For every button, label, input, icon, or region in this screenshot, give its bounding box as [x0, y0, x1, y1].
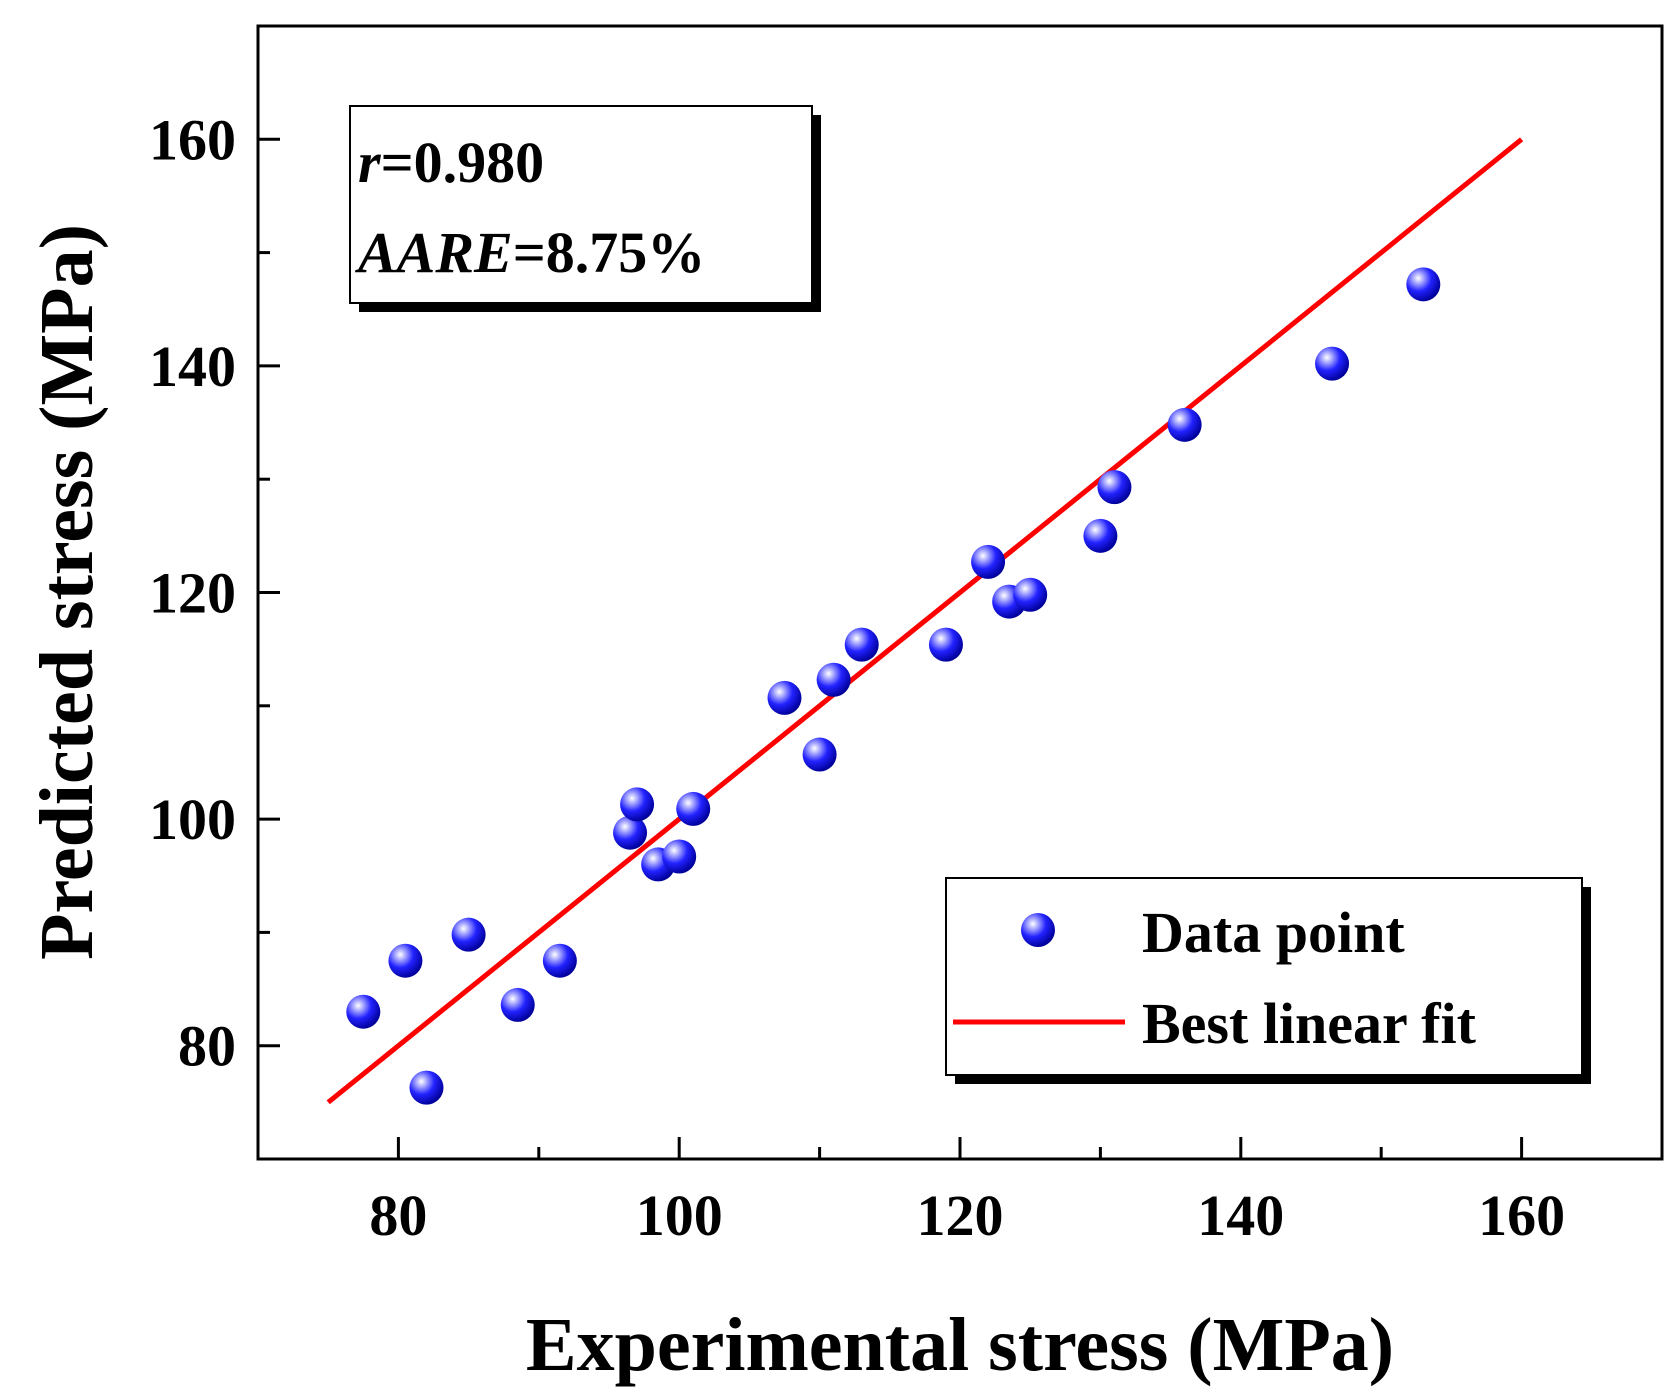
data-point [1406, 267, 1440, 301]
x-tick-labels: 80 100 120 140 160 [369, 1183, 1565, 1248]
data-point [768, 681, 802, 715]
data-point [817, 663, 851, 697]
legend-label-data-point: Data point [1142, 900, 1405, 965]
x-tick-label: 120 [917, 1183, 1004, 1248]
data-point [1315, 347, 1349, 381]
y-tick-label: 100 [149, 787, 236, 852]
stats-annotation: r=0.980 AARE=8.75% [350, 106, 821, 312]
y-tick-labels: 80 100 120 140 160 [149, 107, 236, 1078]
data-point [613, 816, 647, 850]
data-point [388, 944, 422, 978]
stat-aare: AARE=8.75% [355, 220, 705, 285]
x-tick-label: 80 [369, 1183, 427, 1248]
data-point [452, 918, 486, 952]
data-point [409, 1071, 443, 1105]
stat-r-value: =0.980 [381, 130, 545, 195]
stat-aare-symbol: AARE [355, 220, 513, 285]
data-point [501, 988, 535, 1022]
x-tick-label: 160 [1478, 1183, 1565, 1248]
y-tick-label: 140 [149, 334, 236, 399]
data-point [1013, 578, 1047, 612]
y-tick-label: 80 [178, 1014, 236, 1079]
stat-r-symbol: r [358, 130, 381, 195]
y-axis-title: Predicted stress (MPa) [25, 224, 109, 960]
data-point [971, 545, 1005, 579]
x-tick-label: 140 [1197, 1183, 1284, 1248]
data-point [1097, 470, 1131, 504]
x-axis-title: Experimental stress (MPa) [526, 1303, 1394, 1387]
legend-label-fit-line: Best linear fit [1142, 991, 1477, 1056]
data-point [543, 944, 577, 978]
data-point [803, 738, 837, 772]
data-point [676, 792, 710, 826]
data-point [346, 995, 380, 1029]
legend: Data point Best linear fit [946, 878, 1591, 1084]
data-point [845, 628, 879, 662]
stat-r: r=0.980 [358, 130, 544, 195]
data-point [1083, 519, 1117, 553]
y-tick-label: 120 [149, 561, 236, 626]
data-point [620, 787, 654, 821]
data-point [662, 839, 696, 873]
data-point [929, 628, 963, 662]
x-tick-label: 100 [636, 1183, 723, 1248]
data-point [1168, 408, 1202, 442]
legend-marker-data-point [1021, 913, 1055, 947]
scatter-chart: 80 100 120 140 160 80 100 120 140 160 Experiment… [0, 0, 1680, 1397]
stat-aare-value: =8.75% [513, 220, 706, 285]
y-tick-label: 160 [149, 107, 236, 172]
